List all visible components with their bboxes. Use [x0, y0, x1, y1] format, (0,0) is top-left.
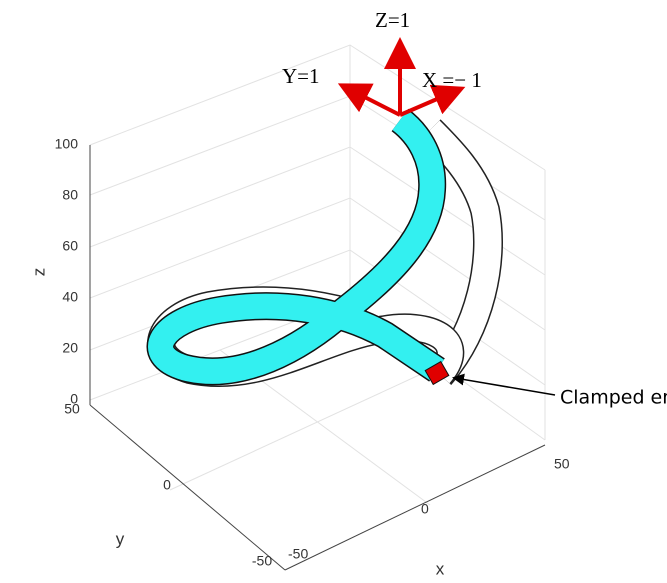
force-arrows	[337, 37, 466, 117]
deformed-beam	[146, 108, 450, 386]
z-tick-label: 0	[70, 391, 78, 407]
x-tick-label: 50	[554, 456, 570, 472]
z-tick-label: 100	[55, 136, 79, 152]
z-force-label: Z=1	[375, 8, 410, 32]
y-tick-label: 0	[163, 477, 171, 493]
z-tick-label: 60	[62, 238, 78, 254]
z-tick-label: 40	[62, 289, 78, 305]
y-force-label: Y=1	[282, 64, 320, 88]
y-tick-label: -50	[252, 553, 272, 569]
clamped-arrow	[452, 373, 556, 396]
z-axis-label: z	[29, 268, 48, 277]
x-axis-label: x	[436, 559, 445, 578]
axes	[89, 145, 546, 571]
x-tick-label: 0	[421, 501, 429, 517]
z-tick-label: 80	[62, 187, 78, 203]
x-tick-label: -50	[288, 546, 308, 562]
clamped-label: Clamped end	[560, 387, 667, 409]
x-force-label: X =− 1	[422, 68, 482, 92]
y-tick-label: 50	[64, 401, 80, 417]
z-tick-label: 20	[62, 340, 78, 356]
y-axis-label: y	[116, 529, 125, 548]
